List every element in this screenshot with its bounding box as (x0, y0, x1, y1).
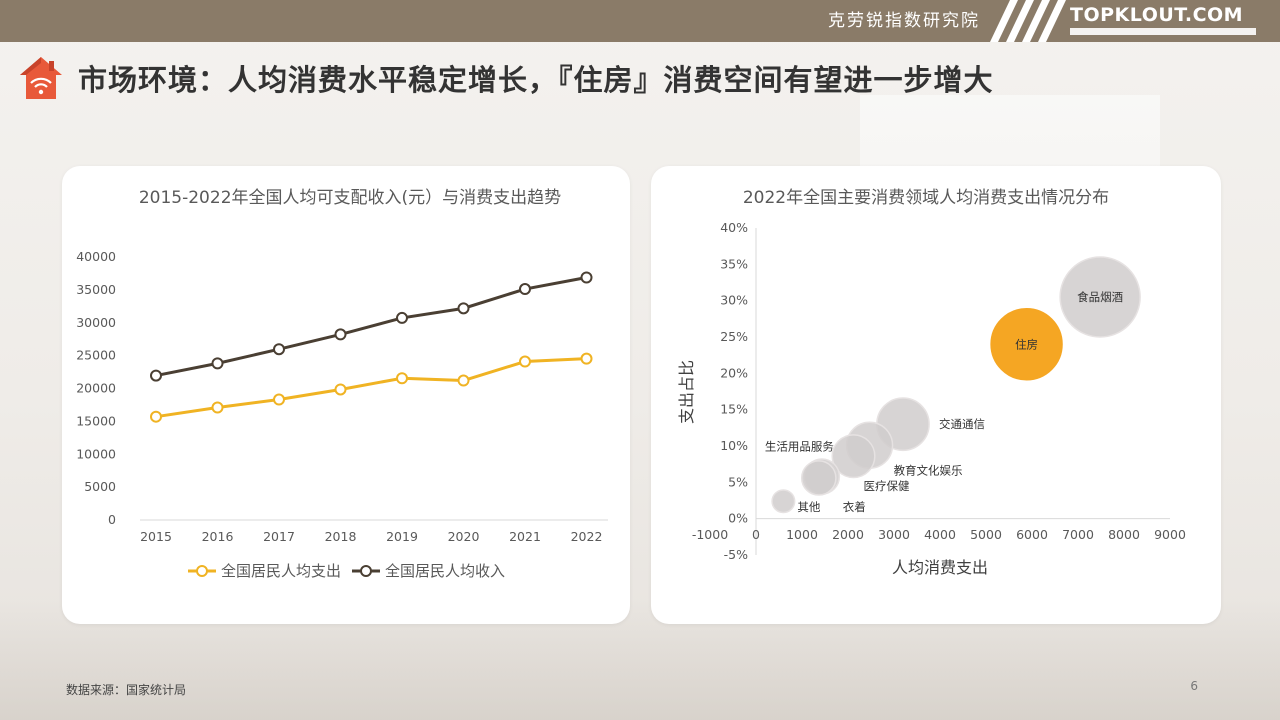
x-tick-label: 6000 (1016, 527, 1048, 542)
y-tick-label: 25% (720, 329, 748, 344)
x-tick-label: 2022 (571, 529, 603, 544)
legend-marker (196, 565, 208, 577)
bubble (831, 434, 876, 479)
bubble-label: 住房 (1015, 337, 1038, 351)
bubble-label: 其他 (797, 500, 820, 514)
x-tick-label: 2017 (263, 529, 295, 544)
data-point (396, 372, 408, 385)
bubble-chart: 2022年全国主要消费领域人均消费支出情况分布 -5% 0% 5% 10% 15% 20%… (677, 188, 1186, 577)
bubble (771, 489, 796, 514)
bubble (990, 308, 1063, 381)
top-bar: 克劳锐指数研究院 TOPKLOUT.COM (0, 0, 1280, 42)
y-tick-label: 20% (720, 365, 748, 380)
data-point (211, 357, 224, 370)
data-point (150, 410, 162, 423)
bubble-chart-card: 2022年全国主要消费领域人均消费支出情况分布 -5% 0% 5% 10% 15% 20%… (651, 166, 1221, 624)
y-tick-label: 0 (108, 512, 116, 527)
series-line (155, 276, 587, 378)
bubble-x-axis-title: 人均消费支出 (892, 558, 988, 577)
y-tick-label: 40000 (76, 249, 116, 264)
bubble-label: 食品烟酒 (1077, 290, 1123, 304)
institute-name: 克劳锐指数研究院 (828, 11, 980, 31)
legend-label: 全国居民人均收入 (385, 562, 505, 580)
legend-marker (360, 565, 372, 577)
data-point (150, 369, 162, 382)
data-point (519, 355, 531, 368)
series-line (155, 357, 587, 419)
bubble (1059, 256, 1141, 338)
x-tick-label: 2016 (202, 529, 234, 544)
x-tick-label: 2018 (325, 529, 357, 544)
x-tick-label: 5000 (970, 527, 1002, 542)
stripes-decoration (990, 0, 1066, 42)
legend-label: 全国居民人均支出 (221, 562, 341, 580)
x-tick-label: 9000 (1154, 527, 1186, 542)
line-chart-title: 2015-2022年全国人均可支配收入(元）与消费支出趋势 (139, 188, 561, 208)
x-tick-label: 2020 (448, 529, 480, 544)
logo-subtitle-bar (1070, 28, 1256, 35)
y-tick-label: 15000 (76, 413, 116, 428)
bubble-label: 医疗保健 (864, 479, 910, 493)
y-tick-label: 30% (720, 293, 748, 308)
topklout-logo: TOPKLOUT.COM (1070, 4, 1256, 38)
x-tick-label: 7000 (1062, 527, 1094, 542)
bubble-label: 衣着 (843, 500, 866, 514)
data-source: 数据来源：国家统计局 (66, 683, 187, 697)
data-point (211, 401, 224, 414)
data-point (396, 311, 408, 324)
y-tick-label: -5% (724, 547, 748, 562)
y-tick-label: 40% (720, 220, 748, 235)
page-title: 市场环境：人均消费水平稳定增长，『住房』消费空间有望进一步增大 (78, 63, 994, 97)
x-tick-label: 2015 (140, 529, 172, 544)
house-wifi-icon (20, 57, 62, 99)
data-point (334, 383, 347, 396)
x-tick-label: 2019 (386, 529, 418, 544)
data-point (273, 343, 285, 356)
x-tick-label: 2000 (832, 527, 864, 542)
y-tick-label: 5000 (84, 479, 116, 494)
data-point (334, 328, 347, 341)
line-chart-card: 2015-2022年全国人均可支配收入(元）与消费支出趋势 0 5000 10000… (62, 166, 630, 624)
data-point (580, 352, 593, 365)
y-tick-label: 15% (720, 402, 748, 417)
bubble-label: 生活用品服务 (765, 440, 834, 454)
x-tick-label: 3000 (878, 527, 910, 542)
y-tick-label: 0% (728, 511, 748, 526)
x-tick-label: 4000 (924, 527, 956, 542)
bubble-y-axis-title: 支出占比 (677, 360, 696, 424)
x-tick-label: 2021 (509, 529, 541, 544)
bubble-label: 交通通信 (939, 417, 985, 431)
y-tick-label: 35000 (76, 282, 116, 297)
data-point (457, 302, 470, 315)
bubble-chart-title: 2022年全国主要消费领域人均消费支出情况分布 (743, 188, 1109, 208)
line-chart: 2015-2022年全国人均可支配收入(元）与消费支出趋势 0 5000 10000… (76, 188, 608, 580)
x-tick-label: 0 (752, 527, 760, 542)
logo-text: TOPKLOUT.COM (1070, 4, 1244, 26)
y-tick-label: 5% (728, 474, 748, 489)
bubble-label: 教育文化娱乐 (894, 463, 963, 477)
y-tick-label: 10000 (76, 446, 116, 461)
x-tick-label: -1000 (692, 527, 728, 542)
y-tick-label: 20000 (76, 381, 116, 396)
bubble (800, 460, 837, 496)
data-point (519, 283, 531, 296)
data-point (457, 374, 470, 387)
y-tick-label: 30000 (76, 315, 116, 330)
y-tick-label: 25000 (76, 348, 116, 363)
x-tick-label: 8000 (1108, 527, 1140, 542)
x-tick-label: 1000 (786, 527, 818, 542)
y-tick-label: 10% (720, 438, 748, 453)
y-tick-label: 35% (720, 256, 748, 271)
page-number: 6 (1190, 679, 1198, 693)
data-point (273, 393, 285, 406)
data-point (580, 271, 593, 284)
